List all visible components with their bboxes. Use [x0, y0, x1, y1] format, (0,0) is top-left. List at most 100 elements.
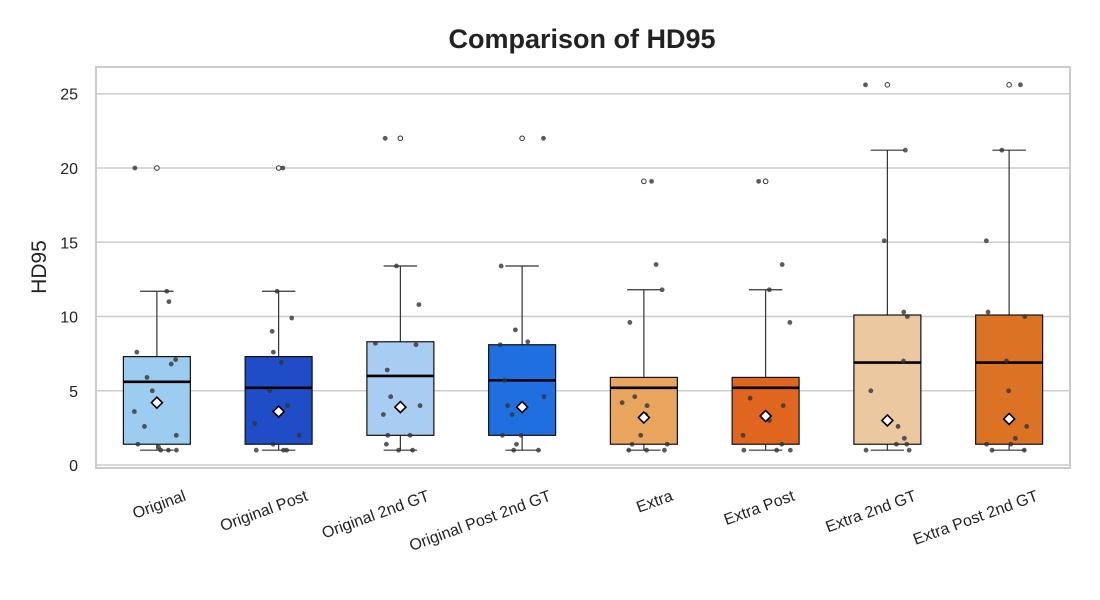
- y-tick-label: 5: [69, 384, 78, 401]
- data-point: [779, 441, 785, 447]
- data-point: [410, 447, 415, 453]
- data-point: [901, 309, 907, 315]
- data-point: [132, 165, 138, 171]
- outlier-point: [641, 178, 647, 185]
- data-point: [499, 432, 505, 438]
- data-point: [269, 328, 275, 334]
- mean-marker: [758, 409, 773, 423]
- data-point: [1021, 447, 1027, 453]
- data-point: [902, 147, 908, 153]
- data-point: [787, 447, 793, 453]
- mean-marker: [515, 400, 529, 414]
- data-point: [509, 412, 515, 417]
- data-point: [1004, 358, 1009, 364]
- data-point: [380, 412, 386, 417]
- data-point: [252, 421, 258, 426]
- x-tick-label: Extra 2nd GT: [824, 488, 919, 537]
- data-point: [541, 135, 546, 141]
- data-point: [901, 358, 906, 364]
- x-tick-labels: Original Original Post Original 2nd GTOrig…: [131, 488, 1041, 555]
- box-group: [488, 135, 557, 453]
- data-point: [144, 375, 150, 380]
- data-point: [741, 447, 747, 453]
- data-point: [632, 394, 638, 400]
- y-tick-label: 20: [60, 161, 78, 178]
- x-tick-label: Original: [131, 488, 189, 523]
- data-point: [267, 388, 273, 394]
- data-point: [385, 432, 391, 438]
- data-point: [168, 361, 174, 367]
- data-point: [740, 432, 746, 438]
- data-point: [166, 447, 171, 453]
- box-group: [244, 165, 313, 453]
- data-point: [512, 327, 518, 333]
- data-point: [173, 447, 179, 453]
- x-tick-label: Original Post: [218, 488, 310, 535]
- data-point: [413, 342, 419, 348]
- data-point: [649, 178, 654, 184]
- box-group: [975, 82, 1044, 453]
- y-tick-label: 0: [69, 458, 78, 475]
- data-point: [627, 320, 633, 325]
- data-point: [394, 263, 399, 269]
- data-point: [135, 441, 141, 447]
- data-point: [497, 342, 503, 348]
- data-point: [166, 299, 172, 305]
- data-point: [756, 178, 762, 184]
- outlier-point: [154, 165, 160, 171]
- data-point: [906, 447, 912, 453]
- y-tick-label: 25: [60, 87, 78, 104]
- data-point: [626, 447, 632, 453]
- data-point: [373, 340, 378, 346]
- data-point: [502, 377, 508, 383]
- data-point: [659, 287, 665, 293]
- data-point: [279, 360, 284, 365]
- box: [244, 356, 313, 445]
- y-axis-label: HD95: [28, 240, 51, 294]
- mean-marker: [637, 410, 651, 425]
- data-point: [638, 432, 644, 438]
- data-point: [270, 441, 276, 447]
- data-point: [416, 302, 422, 308]
- data-point: [985, 309, 991, 315]
- box-group: [122, 165, 191, 453]
- data-point: [881, 238, 887, 244]
- box-group: [366, 135, 435, 453]
- data-point: [384, 367, 390, 373]
- data-point: [868, 388, 874, 394]
- data-point: [289, 315, 295, 321]
- data-point: [1012, 435, 1018, 441]
- data-point: [747, 395, 753, 401]
- mean-marker: [150, 396, 164, 410]
- x-tick-label: Extra Post: [722, 488, 798, 529]
- data-point: [274, 288, 280, 294]
- data-point: [644, 447, 649, 453]
- data-point: [895, 424, 901, 429]
- data-point: [383, 441, 389, 447]
- data-point: [270, 349, 276, 355]
- boxes: [122, 82, 1044, 453]
- data-point: [536, 447, 541, 453]
- data-point: [780, 403, 786, 409]
- data-point: [525, 339, 531, 345]
- y-ticks: 0 5 10 15 20 25: [60, 87, 78, 475]
- chart-title: Comparison of HD95: [448, 24, 715, 54]
- x-tick-label: Original 2nd GT: [320, 488, 432, 543]
- grid-lines: [96, 92, 1070, 466]
- data-point: [149, 388, 155, 394]
- plot-frame: [95, 66, 1071, 469]
- data-point: [518, 432, 524, 438]
- box: [488, 344, 557, 436]
- data-point: [285, 403, 291, 409]
- outlier-point: [275, 165, 282, 171]
- data-point: [766, 287, 772, 293]
- outlier-point: [762, 178, 769, 185]
- data-point: [382, 135, 388, 141]
- data-point: [173, 357, 179, 362]
- data-point: [1008, 441, 1014, 447]
- data-point: [1018, 82, 1023, 88]
- data-point: [511, 447, 517, 453]
- data-point: [893, 441, 899, 447]
- data-point: [164, 288, 170, 294]
